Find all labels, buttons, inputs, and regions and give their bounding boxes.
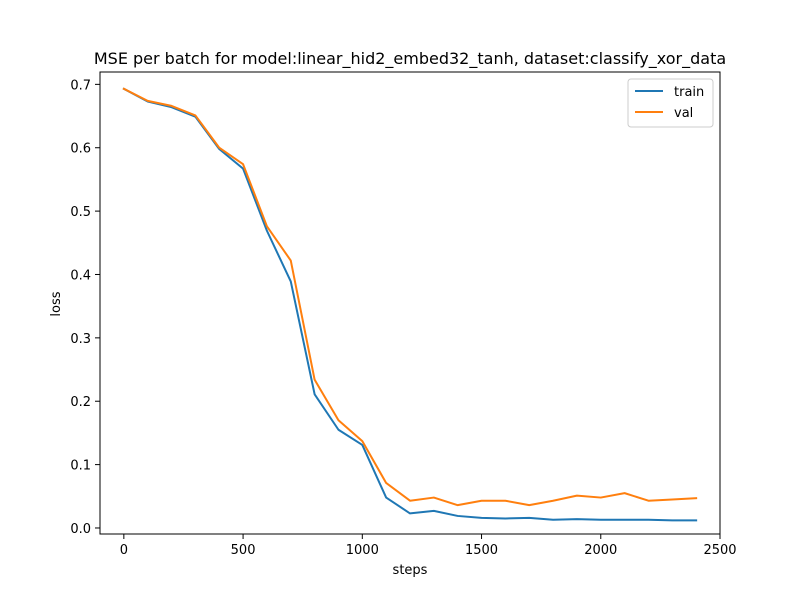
y-tick-label: 0.0 — [70, 522, 91, 537]
legend-label-train: train — [674, 85, 704, 100]
y-tick-label: 0.6 — [70, 142, 91, 157]
x-tick-label: 500 — [231, 543, 256, 558]
series-layer — [122, 87, 698, 522]
y-tick-label: 0.7 — [70, 78, 91, 93]
plot-frame — [99, 71, 721, 535]
x-tick-label: 0 — [120, 543, 128, 558]
legend-label-val: val — [674, 106, 693, 121]
y-tick-label: 0.5 — [70, 205, 91, 220]
x-tick-label: 2500 — [703, 543, 736, 558]
y-tick-label: 0.1 — [70, 459, 91, 474]
x-axis: 0 500 1000 1500 2000 2500 — [120, 534, 737, 558]
chart-title: MSE per batch for model:linear_hid2_embe… — [94, 49, 726, 69]
y-tick-label: 0.4 — [70, 268, 91, 283]
x-tick-label: 2000 — [584, 543, 617, 558]
y-tick-label: 0.2 — [70, 395, 91, 410]
plot-area — [99, 71, 721, 535]
x-tick-label: 1000 — [346, 543, 379, 558]
series-line-train — [122, 87, 698, 522]
y-tick-label: 0.3 — [70, 332, 91, 347]
y-axis: 0.0 0.1 0.2 0.3 0.4 0.5 0.6 0.7 — [70, 78, 100, 537]
series-line-val — [122, 87, 698, 507]
x-axis-label: steps — [393, 563, 428, 578]
legend: train val — [627, 78, 714, 128]
y-axis-label: loss — [49, 291, 64, 316]
x-tick-label: 1500 — [465, 543, 498, 558]
